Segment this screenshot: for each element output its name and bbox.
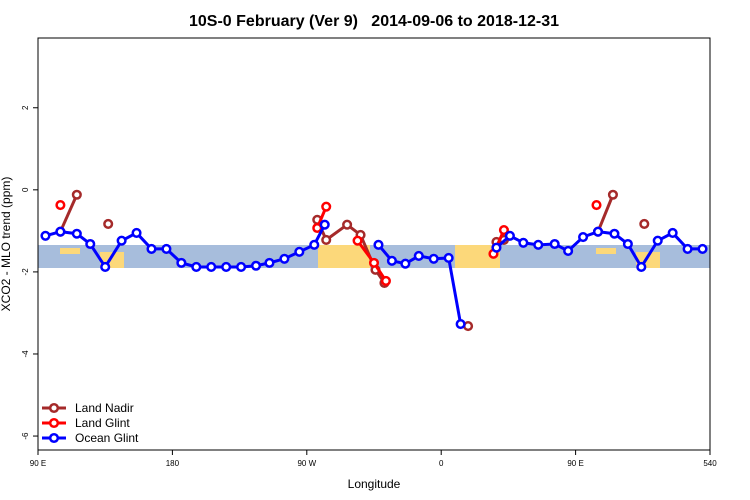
marker (40, 230, 51, 241)
marker (400, 258, 411, 269)
series (40, 219, 708, 330)
marker (250, 260, 262, 271)
marker (563, 245, 574, 257)
marker (491, 242, 502, 253)
map-band (38, 245, 710, 268)
x-tick-label: 90 E (30, 459, 46, 468)
plot-frame (37, 37, 711, 451)
marker (71, 189, 82, 200)
marker (71, 228, 82, 239)
marker (319, 219, 330, 230)
marker (652, 235, 663, 246)
x-tick-label: 540 (703, 459, 717, 468)
marker (667, 227, 678, 238)
marker (100, 261, 111, 273)
marker (386, 255, 397, 266)
y-tick-label: -6 (21, 432, 30, 440)
series-line (59, 194, 79, 233)
marker (428, 253, 439, 264)
marker (609, 228, 620, 239)
y-tick-label: -2 (21, 268, 30, 276)
marker (131, 227, 142, 238)
marker (342, 219, 353, 230)
marker (504, 230, 515, 241)
marker (368, 257, 380, 268)
y-tick-label: -4 (21, 350, 30, 358)
marker (518, 237, 529, 248)
marker (592, 226, 604, 237)
marker (455, 318, 466, 330)
legend-label: Ocean Glint (75, 431, 139, 445)
marker (294, 246, 305, 257)
marker (682, 243, 693, 254)
legend-marker (48, 432, 60, 444)
marker (380, 275, 391, 286)
marker (498, 224, 509, 236)
land-patch (455, 245, 500, 268)
marker (55, 199, 66, 211)
marker (591, 199, 602, 211)
marker (206, 261, 217, 273)
y-tick-label: 2 (21, 105, 30, 110)
marker (116, 235, 127, 246)
marker (103, 218, 114, 229)
marker (352, 235, 363, 246)
marker (373, 239, 384, 250)
marker (236, 261, 247, 273)
marker (161, 243, 172, 254)
x-tick-label: 180 (166, 459, 180, 468)
x-axis-label: Longitude (348, 477, 401, 491)
marker (221, 261, 232, 273)
marker (533, 239, 544, 250)
marker (622, 238, 633, 250)
marker (146, 243, 157, 254)
land-patch (318, 245, 370, 268)
marker (264, 257, 275, 268)
y-axis-label: XCO2 - MLO trend (ppm) (0, 177, 13, 312)
marker (279, 253, 290, 264)
marker (85, 238, 96, 250)
marker (549, 238, 560, 250)
x-tick-label: 90 E (567, 459, 583, 468)
y-tick-label: 0 (21, 187, 30, 192)
chart-title: 10S-0 February (Ver 9) 2014-09-06 to 201… (189, 13, 559, 30)
land-patch (60, 248, 80, 254)
marker (176, 257, 187, 268)
land-patch (596, 248, 616, 254)
legend-label: Land Nadir (75, 401, 134, 415)
marker (55, 226, 66, 237)
marker (697, 243, 708, 254)
legend-marker (48, 402, 60, 414)
marker (639, 218, 650, 229)
marker (321, 234, 332, 245)
legend-label: Land Glint (75, 416, 130, 430)
marker (191, 261, 202, 273)
x-tick-label: 90 W (297, 459, 316, 468)
x-tick-label: 0 (439, 459, 444, 468)
marker (443, 252, 454, 264)
marker (309, 239, 320, 250)
marker (321, 201, 332, 212)
marker (578, 231, 589, 243)
ocean-band (38, 245, 710, 268)
marker (607, 189, 618, 200)
legend-marker (48, 417, 60, 429)
marker (636, 261, 647, 273)
marker (413, 250, 424, 261)
series-line (596, 194, 615, 233)
